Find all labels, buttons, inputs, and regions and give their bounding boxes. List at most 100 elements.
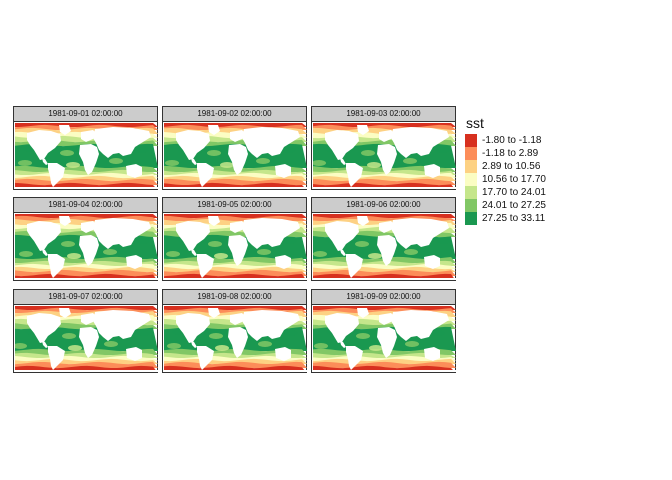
legend-swatch: [465, 212, 477, 225]
sst-patch: [104, 341, 118, 347]
sst-patch: [369, 345, 383, 351]
legend-swatch: [465, 199, 477, 212]
sst-patch: [404, 249, 418, 255]
land-mass: [230, 221, 246, 233]
sst-raster-map: [164, 306, 307, 372]
land-mass: [191, 158, 197, 165]
land-mass: [377, 235, 397, 266]
land-mass: [191, 249, 197, 256]
legend-title: sst: [466, 115, 484, 131]
sst-raster-map: [313, 306, 456, 372]
land-mass: [228, 327, 248, 358]
land-mass: [176, 130, 210, 160]
sst-patch: [282, 147, 296, 153]
panel-title: 1981-09-05 02:00:00: [163, 198, 306, 213]
land-mass: [346, 254, 363, 278]
sst-raster-map: [15, 214, 158, 280]
sst-patch: [66, 162, 80, 168]
legend-item: 27.25 to 33.11: [465, 212, 585, 225]
land-mass: [424, 164, 440, 178]
sst-patch: [257, 249, 271, 255]
legend-label: 2.89 to 10.56: [482, 161, 541, 172]
land-mass: [208, 125, 220, 135]
legend-item: 24.01 to 27.25: [465, 199, 585, 212]
land-mass: [357, 125, 369, 135]
sst-patch: [109, 158, 123, 164]
map-panel: 1981-09-07 02:00:00: [13, 289, 158, 373]
panel-title: 1981-09-01 02:00:00: [14, 107, 157, 122]
sst-raster-map: [313, 123, 456, 189]
land-mass: [93, 310, 151, 341]
land-mass: [126, 164, 142, 178]
land-mass: [81, 313, 97, 325]
land-mass: [391, 310, 449, 341]
sst-patch: [208, 241, 222, 247]
map-panel: 1981-09-09 02:00:00: [311, 289, 456, 373]
sst-patch: [209, 333, 223, 339]
land-mass: [379, 221, 395, 233]
land-mass: [191, 341, 197, 348]
land-mass: [48, 254, 65, 278]
sst-raster-map: [164, 214, 307, 280]
land-mass: [275, 347, 291, 361]
legend-label: 17.70 to 24.01: [482, 187, 546, 198]
legend-swatch: [465, 186, 477, 199]
land-mass: [357, 216, 369, 226]
panel-title: 1981-09-06 02:00:00: [312, 198, 455, 213]
land-mass: [391, 218, 449, 249]
land-mass: [79, 327, 99, 358]
sst-patch: [207, 150, 221, 156]
panel-title: 1981-09-08 02:00:00: [163, 290, 306, 305]
land-mass: [208, 216, 220, 226]
sst-patch: [137, 330, 151, 336]
map-panel: 1981-09-08 02:00:00: [162, 289, 307, 373]
map-panel: 1981-09-04 02:00:00: [13, 197, 158, 281]
land-mass: [93, 218, 151, 249]
land-mass: [230, 313, 246, 325]
legend-item: 10.56 to 17.70: [465, 173, 585, 186]
sst-patch: [284, 330, 298, 336]
land-mass: [228, 144, 248, 175]
land-mass: [313, 370, 456, 372]
sst-patch: [167, 343, 181, 349]
sst-patch: [60, 150, 74, 156]
panel-title: 1981-09-07 02:00:00: [14, 290, 157, 305]
land-mass: [228, 235, 248, 266]
land-mass: [242, 127, 300, 158]
land-mass: [164, 187, 307, 189]
sst-patch: [367, 162, 381, 168]
land-mass: [48, 346, 65, 370]
land-mass: [59, 125, 71, 135]
sst-patch: [258, 341, 272, 347]
land-mass: [126, 347, 142, 361]
sst-patch: [135, 147, 149, 153]
sst-patch: [220, 162, 234, 168]
land-mass: [59, 308, 71, 318]
land-mass: [81, 130, 97, 142]
land-mass: [27, 130, 61, 160]
land-mass: [325, 313, 359, 343]
map-panel: 1981-09-05 02:00:00: [162, 197, 307, 281]
legend-swatch: [465, 160, 477, 173]
legend-item: 2.89 to 10.56: [465, 160, 585, 173]
land-mass: [197, 346, 214, 370]
land-mass: [42, 341, 48, 348]
sst-patch: [214, 253, 228, 259]
sst-band-class-1: [15, 306, 158, 310]
land-mass: [275, 255, 291, 269]
sst-raster-map: [313, 214, 456, 280]
land-mass: [377, 327, 397, 358]
land-mass: [242, 310, 300, 341]
land-mass: [176, 313, 210, 343]
land-mass: [208, 308, 220, 318]
land-mass: [275, 164, 291, 178]
land-mass: [79, 235, 99, 266]
sst-raster-map: [15, 306, 158, 372]
panel-title: 1981-09-04 02:00:00: [14, 198, 157, 213]
legend-item: -1.18 to 2.89: [465, 147, 585, 160]
land-mass: [15, 278, 158, 280]
land-mass: [79, 144, 99, 175]
legend-label: 27.25 to 33.11: [482, 213, 546, 224]
sst-patch: [356, 333, 370, 339]
